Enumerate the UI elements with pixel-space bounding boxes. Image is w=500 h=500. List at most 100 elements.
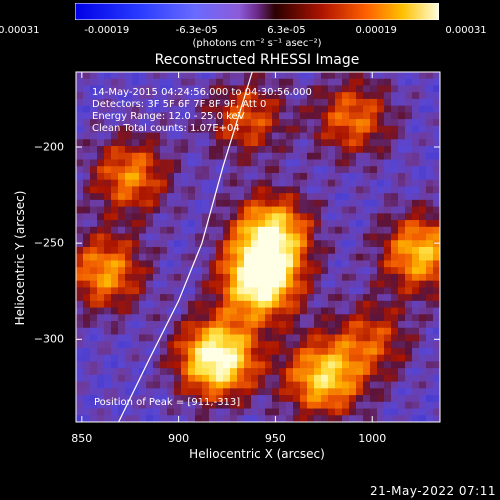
heatmap-cell — [118, 334, 126, 342]
heatmap-cell — [195, 415, 203, 423]
heatmap-cell — [153, 273, 161, 282]
heatmap-cell — [174, 307, 182, 315]
heatmap-cell — [153, 327, 161, 335]
heatmap-cell — [349, 341, 357, 349]
heatmap-cell — [160, 220, 168, 228]
heatmap-cell — [83, 132, 91, 140]
heatmap-cell — [97, 78, 105, 86]
heatmap-cell — [146, 273, 154, 282]
heatmap-cell — [209, 300, 217, 309]
heatmap-cell — [174, 368, 182, 376]
heatmap-cell — [160, 280, 168, 288]
heatmap-cell — [349, 321, 357, 329]
heatmap-cell — [174, 152, 182, 160]
heatmap-cell — [188, 125, 196, 134]
heatmap-cell — [321, 280, 329, 288]
heatmap-cell — [230, 220, 238, 228]
heatmap-cell — [83, 98, 91, 107]
heatmap-cell — [230, 132, 238, 140]
heatmap-cell — [314, 179, 322, 187]
heatmap-cell — [286, 341, 294, 349]
heatmap-cell — [265, 287, 273, 295]
heatmap-cell — [118, 78, 126, 86]
heatmap-cell — [174, 395, 182, 403]
heatmap-cell — [342, 381, 350, 389]
heatmap-cell — [76, 206, 84, 214]
heatmap-cell — [118, 226, 126, 235]
heatmap-cell — [139, 240, 147, 248]
heatmap-cell — [286, 395, 294, 403]
heatmap-cell — [363, 321, 371, 329]
heatmap-cell — [307, 401, 315, 410]
heatmap-cell — [265, 408, 273, 416]
heatmap-cell — [244, 152, 252, 160]
y-tick-label: −250 — [33, 236, 64, 250]
heatmap-cell — [167, 294, 175, 302]
heatmap-cell — [237, 98, 245, 107]
heatmap-cell — [160, 119, 168, 127]
heatmap-cell — [356, 321, 364, 329]
heatmap-cell — [230, 374, 238, 383]
heatmap-cell — [321, 166, 329, 174]
heatmap-cell — [251, 159, 259, 167]
heatmap-cell — [111, 247, 119, 255]
heatmap-cell — [125, 300, 133, 309]
heatmap-cell — [363, 341, 371, 349]
heatmap-cell — [377, 374, 385, 383]
heatmap-cell — [391, 374, 399, 383]
heatmap-cell — [321, 260, 329, 268]
heatmap-cell — [244, 193, 252, 201]
heatmap-cell — [349, 105, 357, 113]
heatmap-cell — [216, 260, 224, 268]
heatmap-cell — [342, 233, 350, 241]
heatmap-cell — [139, 374, 147, 383]
heatmap-cell — [83, 287, 91, 295]
heatmap-cell — [377, 226, 385, 235]
heatmap-cell — [405, 193, 413, 201]
heatmap-cell — [265, 267, 273, 275]
heatmap-cell — [209, 374, 217, 383]
heatmap-cell — [349, 240, 357, 248]
heatmap-cell — [188, 152, 196, 160]
heatmap-cell — [412, 368, 420, 376]
heatmap-cell — [433, 233, 441, 241]
heatmap-cell — [97, 112, 105, 120]
heatmap-cell — [321, 132, 329, 140]
heatmap-cell — [426, 112, 434, 120]
heatmap-cell — [363, 280, 371, 288]
heatmap-cell — [244, 321, 252, 329]
heatmap-cell — [132, 273, 140, 282]
heatmap-cell — [230, 105, 238, 113]
heatmap-cell — [314, 112, 322, 120]
heatmap-cell — [111, 85, 119, 93]
heatmap-cell — [328, 374, 336, 383]
heatmap-cell — [419, 92, 427, 100]
heatmap-cell — [132, 321, 140, 329]
heatmap-cell — [377, 307, 385, 315]
heatmap-cell — [419, 381, 427, 389]
heatmap-cell — [349, 172, 357, 181]
heatmap-cell — [363, 159, 371, 167]
heatmap-cell — [195, 401, 203, 410]
heatmap-cell — [314, 206, 322, 214]
heatmap-cell — [230, 280, 238, 288]
heatmap-cell — [300, 341, 308, 349]
heatmap-cell — [202, 112, 210, 120]
heatmap-cell — [286, 125, 294, 134]
heatmap-cell — [314, 172, 322, 181]
heatmap-cell — [223, 415, 231, 423]
heatmap-cell — [216, 334, 224, 342]
heatmap-cell — [139, 119, 147, 127]
heatmap-cell — [363, 294, 371, 302]
heatmap-cell — [321, 294, 329, 302]
heatmap-cell — [188, 105, 196, 113]
heatmap-cell — [146, 119, 154, 127]
heatmap-cell — [377, 92, 385, 100]
heatmap-cell — [90, 300, 98, 309]
heatmap-cell — [412, 125, 420, 134]
heatmap-cell — [111, 98, 119, 107]
heatmap-cell — [265, 78, 273, 86]
heatmap-cell — [349, 253, 357, 261]
heatmap-cell — [384, 354, 392, 362]
heatmap-cell — [335, 408, 343, 416]
